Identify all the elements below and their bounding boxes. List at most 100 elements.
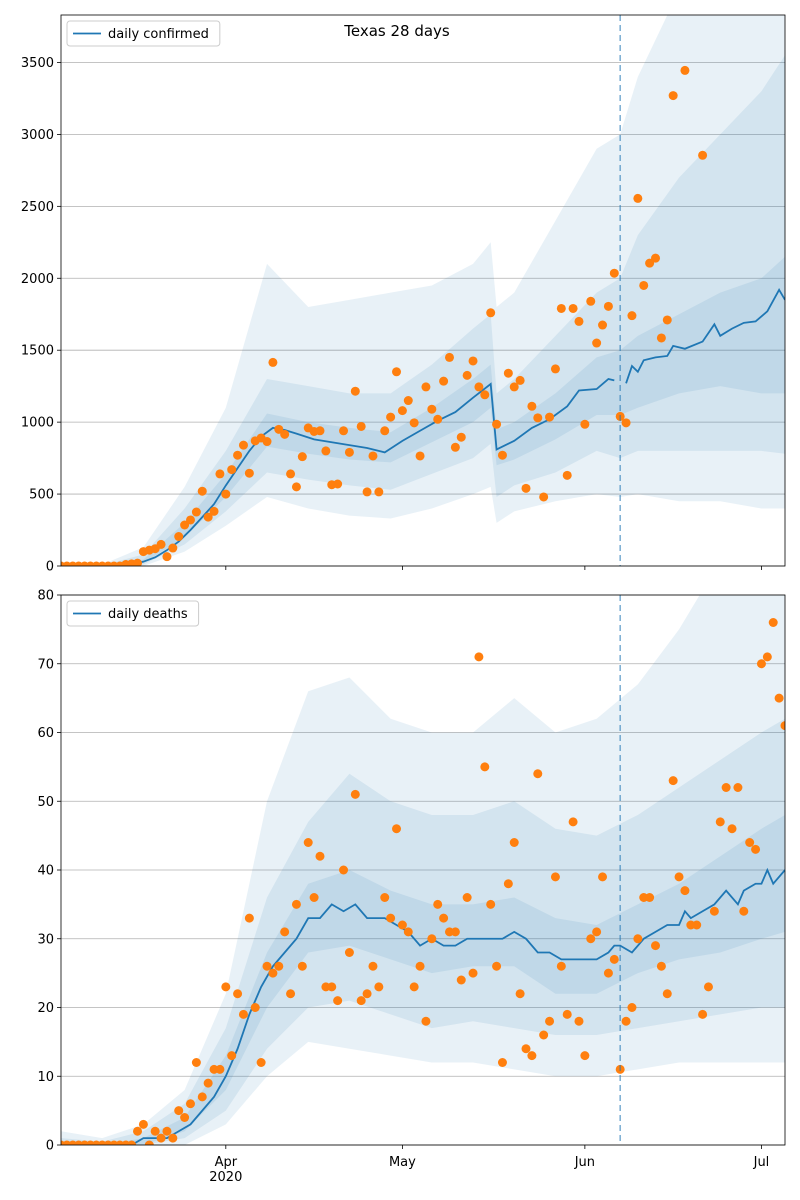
observed-point <box>268 357 278 367</box>
observed-point <box>592 338 602 348</box>
observed-point <box>403 927 413 937</box>
observed-point <box>180 1113 190 1122</box>
observed-point <box>456 432 466 442</box>
y-tick-label: 0 <box>46 1139 54 1154</box>
observed-point <box>133 1126 143 1136</box>
observed-point <box>286 469 296 479</box>
y-tick-label: 1000 <box>21 416 54 431</box>
observed-point <box>286 989 296 999</box>
observed-point <box>162 1126 172 1136</box>
observed-point <box>574 316 584 326</box>
observed-point <box>439 376 449 386</box>
observed-point <box>174 532 184 542</box>
observed-point <box>521 483 531 493</box>
observed-point <box>256 1058 266 1067</box>
observed-point <box>291 482 301 492</box>
observed-point <box>309 893 319 902</box>
y-tick-label: 80 <box>37 589 54 604</box>
y-tick-label: 500 <box>29 488 54 503</box>
observed-point <box>392 367 402 377</box>
observed-point <box>486 899 496 909</box>
observed-point <box>156 1133 166 1143</box>
uncertainty-band <box>61 595 785 1145</box>
observed-point <box>233 989 243 999</box>
observed-point <box>327 982 337 992</box>
observed-point <box>356 421 366 431</box>
observed-point <box>439 913 449 923</box>
observed-point <box>762 652 772 662</box>
observed-point <box>409 982 419 992</box>
observed-point <box>215 1064 225 1074</box>
observed-point <box>262 961 272 971</box>
axes-frame <box>60 14 786 567</box>
observed-point <box>468 356 478 366</box>
observed-point <box>333 996 343 1006</box>
observed-point <box>221 982 231 992</box>
y-tick-label: 2000 <box>21 272 54 287</box>
observed-point <box>421 1016 431 1026</box>
observed-point <box>250 1003 260 1012</box>
observed-point <box>674 872 684 882</box>
observed-point <box>380 426 390 436</box>
observed-point <box>174 1106 184 1116</box>
y-tick-label: 50 <box>37 795 54 810</box>
observed-point <box>562 470 572 480</box>
observed-point <box>509 838 519 847</box>
observed-point <box>639 280 649 290</box>
x-tick-label: Apr 2020 <box>209 1155 242 1185</box>
observed-point <box>409 418 419 428</box>
observed-point <box>609 268 619 278</box>
observed-point <box>509 382 519 392</box>
observed-point <box>486 308 496 318</box>
observed-point <box>468 968 478 978</box>
legend: daily confirmed <box>66 20 221 47</box>
observed-point <box>227 465 237 475</box>
observed-point <box>238 440 248 450</box>
observed-point <box>238 1009 248 1019</box>
observed-point <box>368 961 378 971</box>
y-tick-label: 3000 <box>21 128 54 143</box>
observed-point <box>586 296 596 306</box>
axes-frame <box>60 594 786 1146</box>
y-tick-label: 2500 <box>21 200 54 215</box>
observed-point <box>527 1051 537 1061</box>
observed-point <box>503 879 513 889</box>
y-tick-label: 10 <box>37 1070 54 1085</box>
observed-point <box>662 315 672 325</box>
y-tick-label: 70 <box>37 657 54 672</box>
uncertainty-band <box>61 55 785 566</box>
observed-point <box>598 872 608 882</box>
y-tick-label: 3500 <box>21 56 54 71</box>
observed-point <box>497 1058 507 1067</box>
observed-point <box>274 961 284 971</box>
observed-point <box>427 934 437 944</box>
observed-point <box>368 451 378 461</box>
observed-point <box>227 1051 237 1061</box>
observed-point <box>721 783 731 792</box>
observed-point <box>191 1058 201 1067</box>
axes: 0 500 1000 1500 2000 2500 3000 3500 Texas 28 day… <box>21 14 786 575</box>
observed-point <box>709 906 719 916</box>
observed-point <box>556 961 566 971</box>
y-tick-label: 60 <box>37 726 54 741</box>
observed-point <box>280 927 290 937</box>
observed-point <box>339 865 349 875</box>
observed-point <box>344 447 354 457</box>
observed-point <box>603 301 613 311</box>
observed-point <box>333 479 343 489</box>
observed-point <box>315 426 325 436</box>
observed-point <box>386 412 396 422</box>
x-tick-label: Jun <box>574 1155 595 1170</box>
observed-point <box>321 446 331 456</box>
observed-point <box>203 1078 213 1088</box>
legend-box <box>66 20 221 47</box>
observed-point <box>651 253 661 263</box>
observed-point <box>191 507 201 517</box>
observed-point <box>350 386 360 396</box>
observed-point <box>268 968 278 978</box>
observed-point <box>768 618 778 627</box>
observed-point <box>598 320 608 330</box>
observed-point <box>627 1003 637 1012</box>
observed-point <box>303 838 313 847</box>
